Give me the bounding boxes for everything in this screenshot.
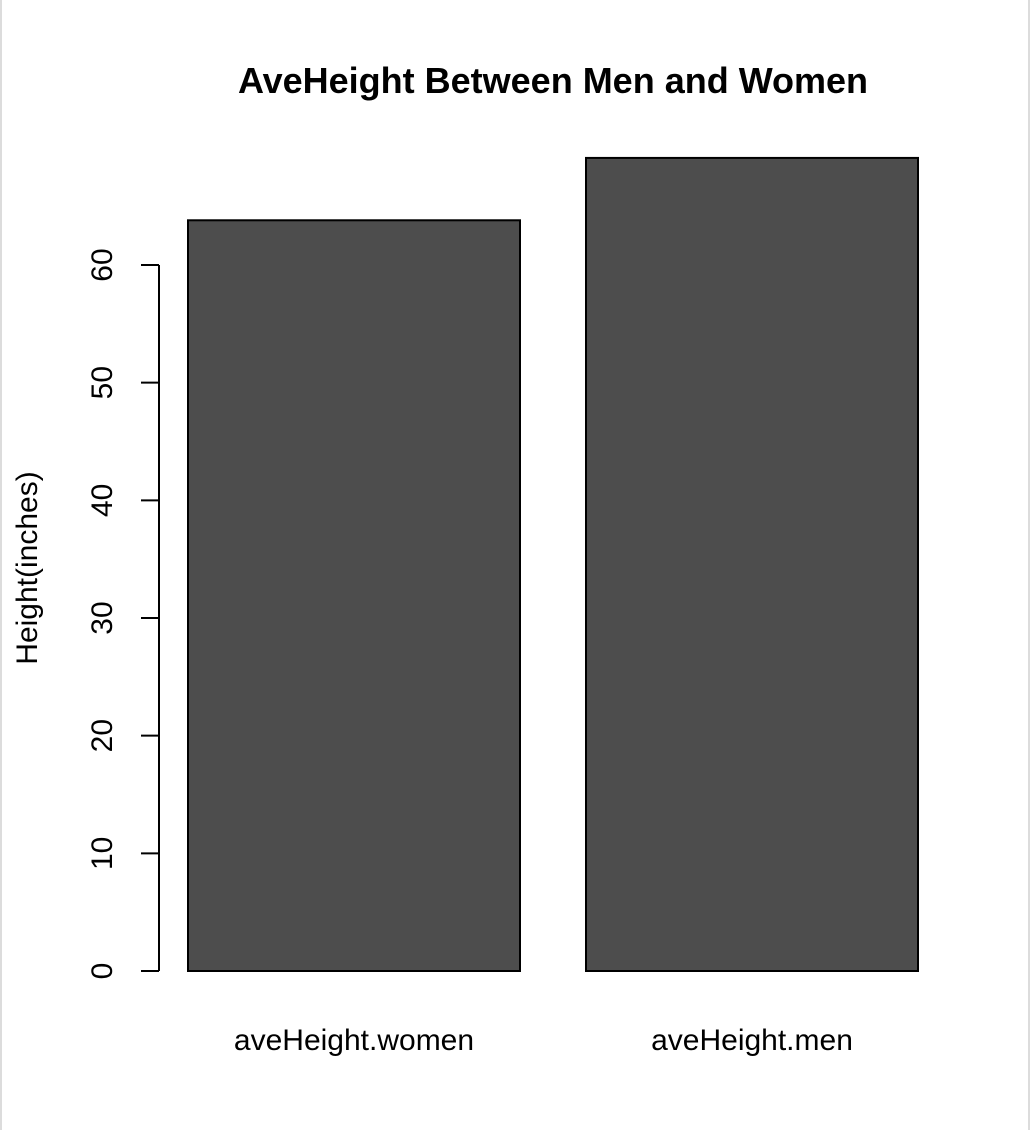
x-tick-label-aveHeight-women: aveHeight.women	[234, 1024, 474, 1057]
y-tick-label-10: 10	[86, 837, 119, 870]
y-tick-label-0: 0	[86, 963, 119, 980]
chart-title: AveHeight Between Men and Women	[238, 60, 868, 101]
x-tick-label-aveHeight-men: aveHeight.men	[651, 1024, 853, 1057]
y-axis-ticks: 0 10 20 30 40 50 60	[86, 248, 159, 979]
y-tick-label-50: 50	[86, 366, 119, 399]
y-tick-label-20: 20	[86, 719, 119, 752]
bars	[187, 156, 919, 972]
bar-aveHeight-women	[187, 219, 521, 972]
y-tick-label-40: 40	[86, 484, 119, 517]
y-tick-label-60: 60	[86, 248, 119, 281]
category-labels: aveHeight.women aveHeight.men	[234, 1024, 853, 1057]
bar-aveHeight-men	[585, 156, 919, 972]
y-axis-label: Height(inches)	[11, 471, 44, 664]
y-tick-label-30: 30	[86, 601, 119, 634]
